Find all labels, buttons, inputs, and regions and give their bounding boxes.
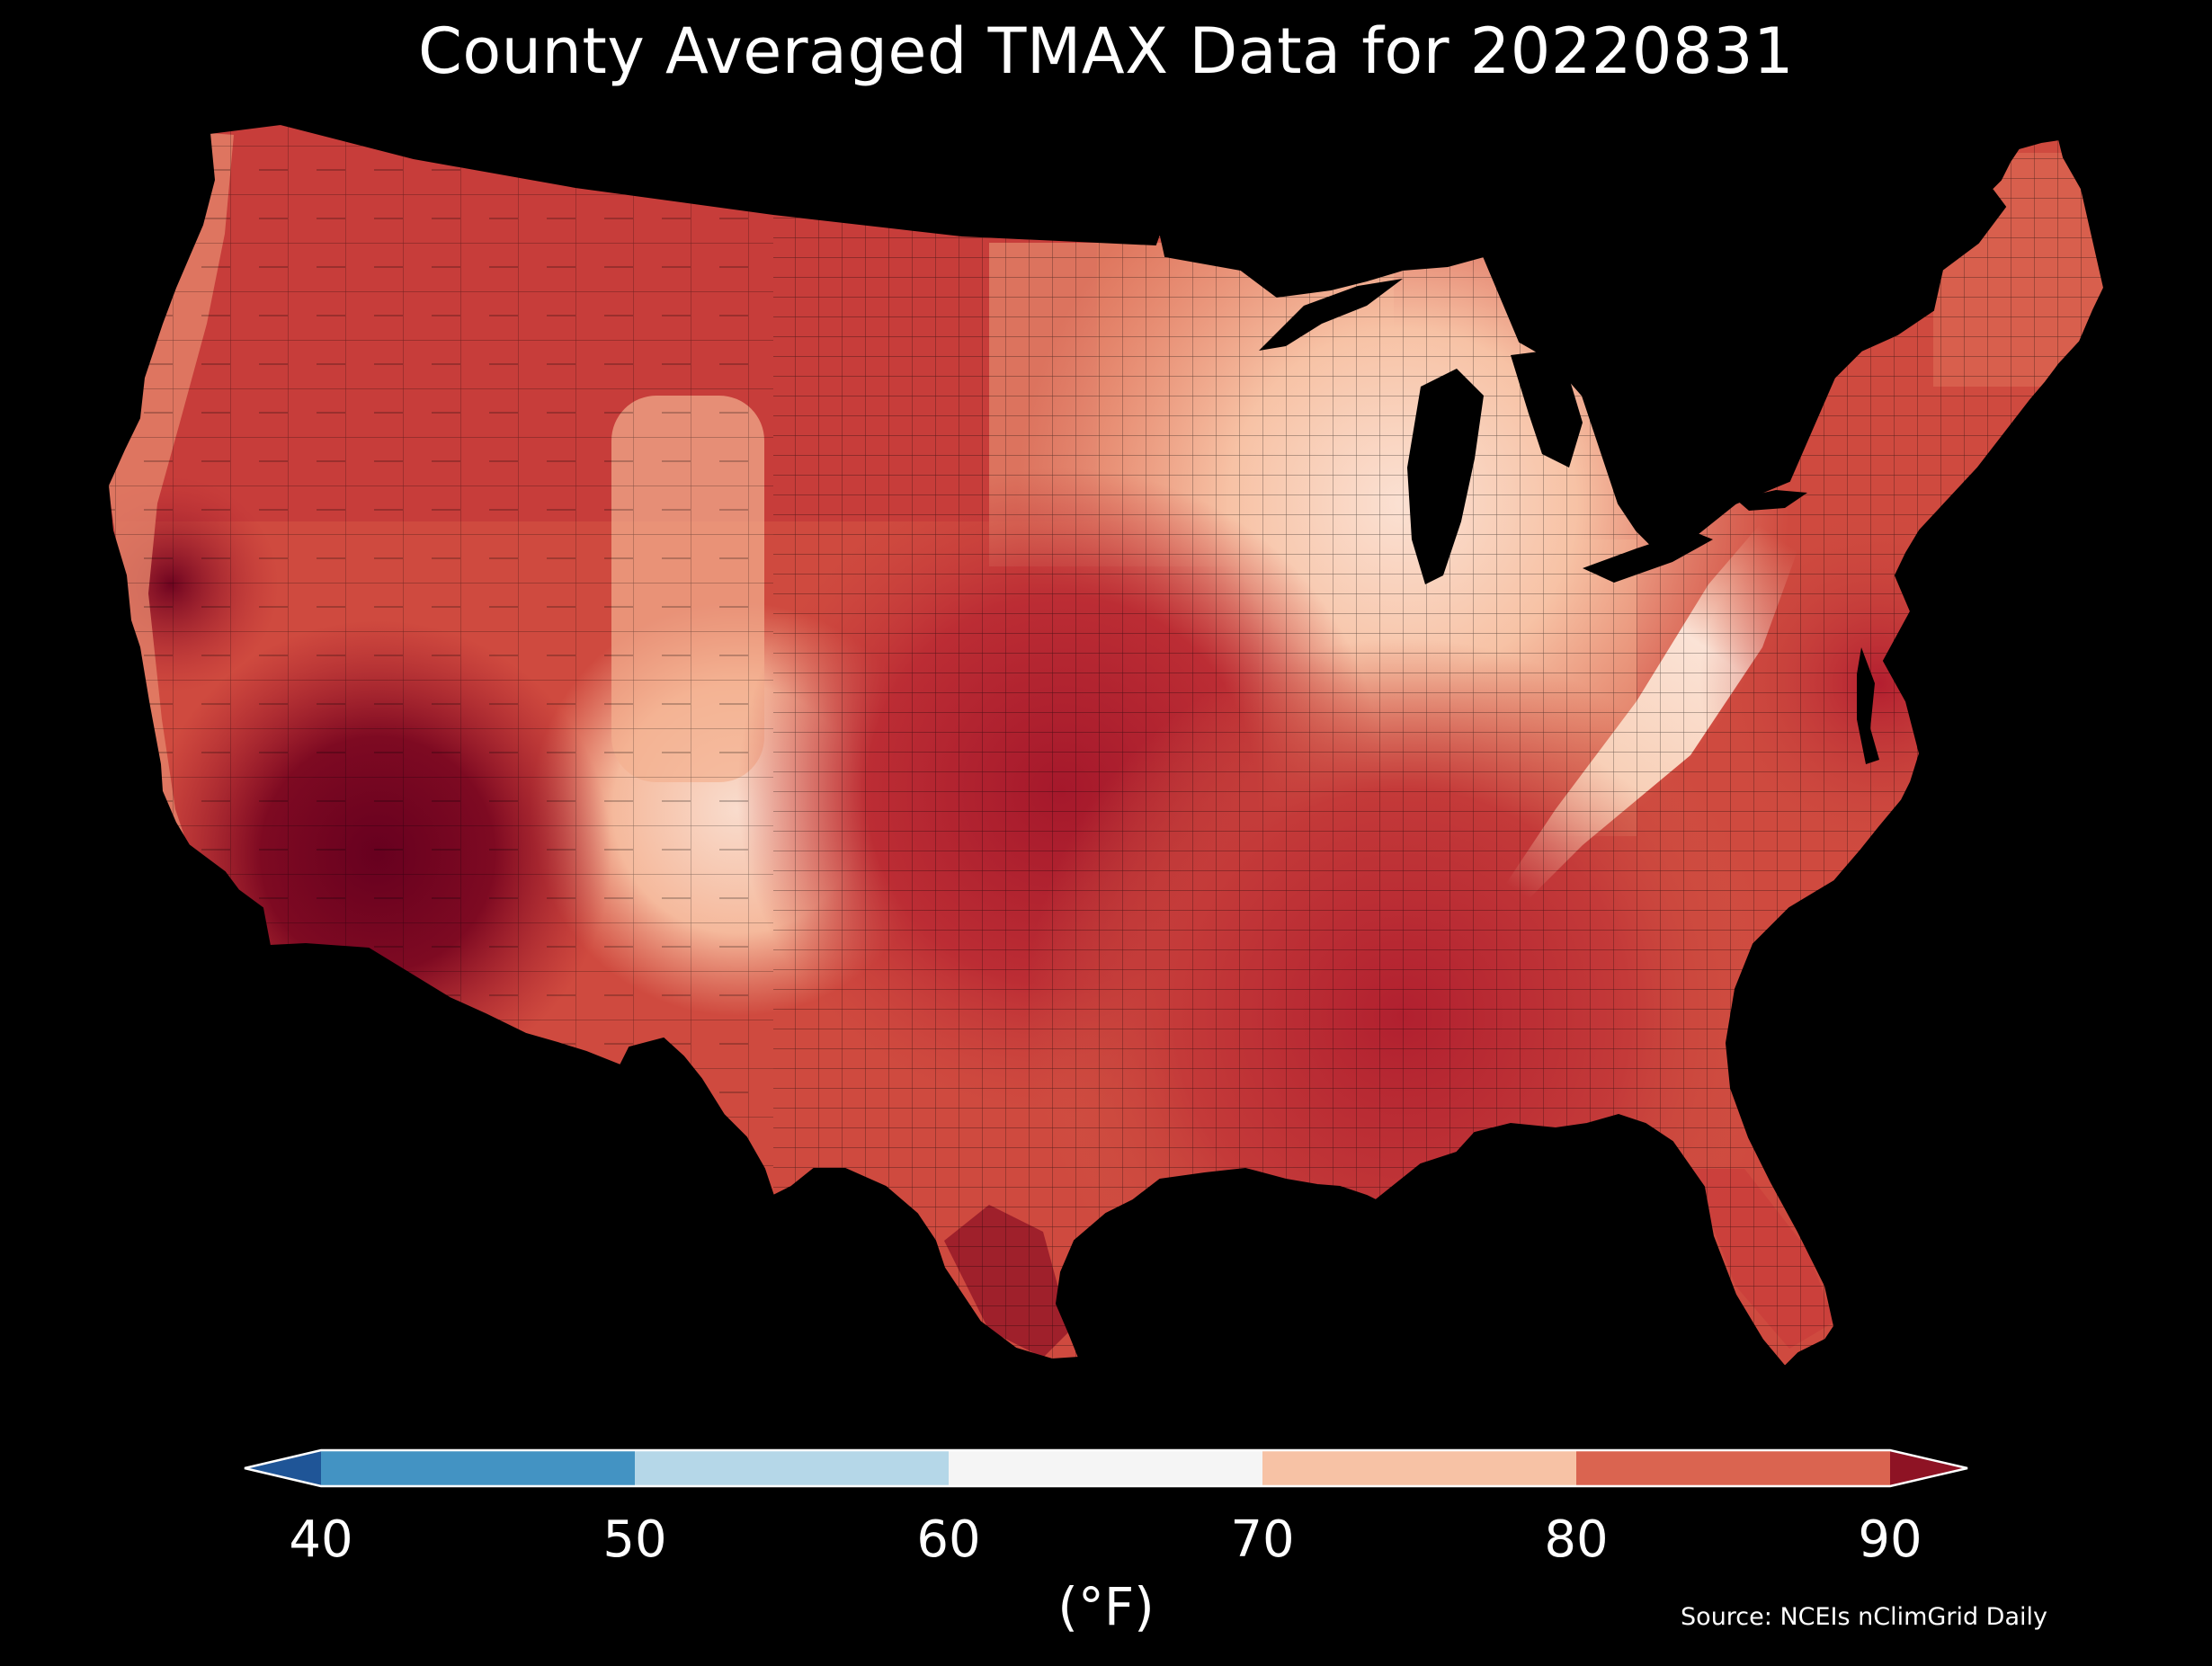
great-lakes bbox=[1259, 279, 1807, 584]
colorbar-bin bbox=[949, 1450, 1263, 1486]
map-canvas bbox=[107, 123, 2105, 1368]
lake-michigan bbox=[1407, 369, 1484, 584]
tick-label: 40 bbox=[289, 1510, 353, 1569]
colorbar-bin bbox=[1576, 1450, 1891, 1486]
tick-label: 90 bbox=[1858, 1510, 1922, 1569]
western-county-boundaries bbox=[108, 124, 773, 1367]
data-source-note: Source: NCEIs nClimGrid Daily bbox=[1681, 1603, 2047, 1631]
tick-label: 60 bbox=[916, 1510, 981, 1569]
colorbar-outline bbox=[244, 1448, 1968, 1488]
lake-superior bbox=[1259, 279, 1403, 351]
colorbar-bin bbox=[1262, 1450, 1577, 1486]
eastern-county-boundaries bbox=[773, 124, 2104, 1367]
tick-label: 80 bbox=[1544, 1510, 1609, 1569]
lake-huron bbox=[1511, 351, 1583, 468]
conus-choropleth-map bbox=[107, 123, 2105, 1368]
county-fill-layer bbox=[108, 124, 2104, 1367]
map-title: County Averaged TMAX Data for 20220831 bbox=[417, 14, 1795, 88]
colorbar-bin bbox=[635, 1450, 950, 1486]
chesapeake-bay bbox=[1857, 647, 1879, 764]
lake-ontario bbox=[1735, 490, 1807, 511]
colorbar-extend-low bbox=[245, 1450, 321, 1486]
tick-label: 70 bbox=[1230, 1510, 1295, 1569]
colorbar-extend-high bbox=[1890, 1450, 1967, 1486]
tick-label: 50 bbox=[602, 1510, 667, 1569]
colorbar-unit-label: (°F) bbox=[1057, 1576, 1155, 1637]
lake-erie bbox=[1583, 530, 1713, 583]
colorbar-bin bbox=[321, 1450, 636, 1486]
